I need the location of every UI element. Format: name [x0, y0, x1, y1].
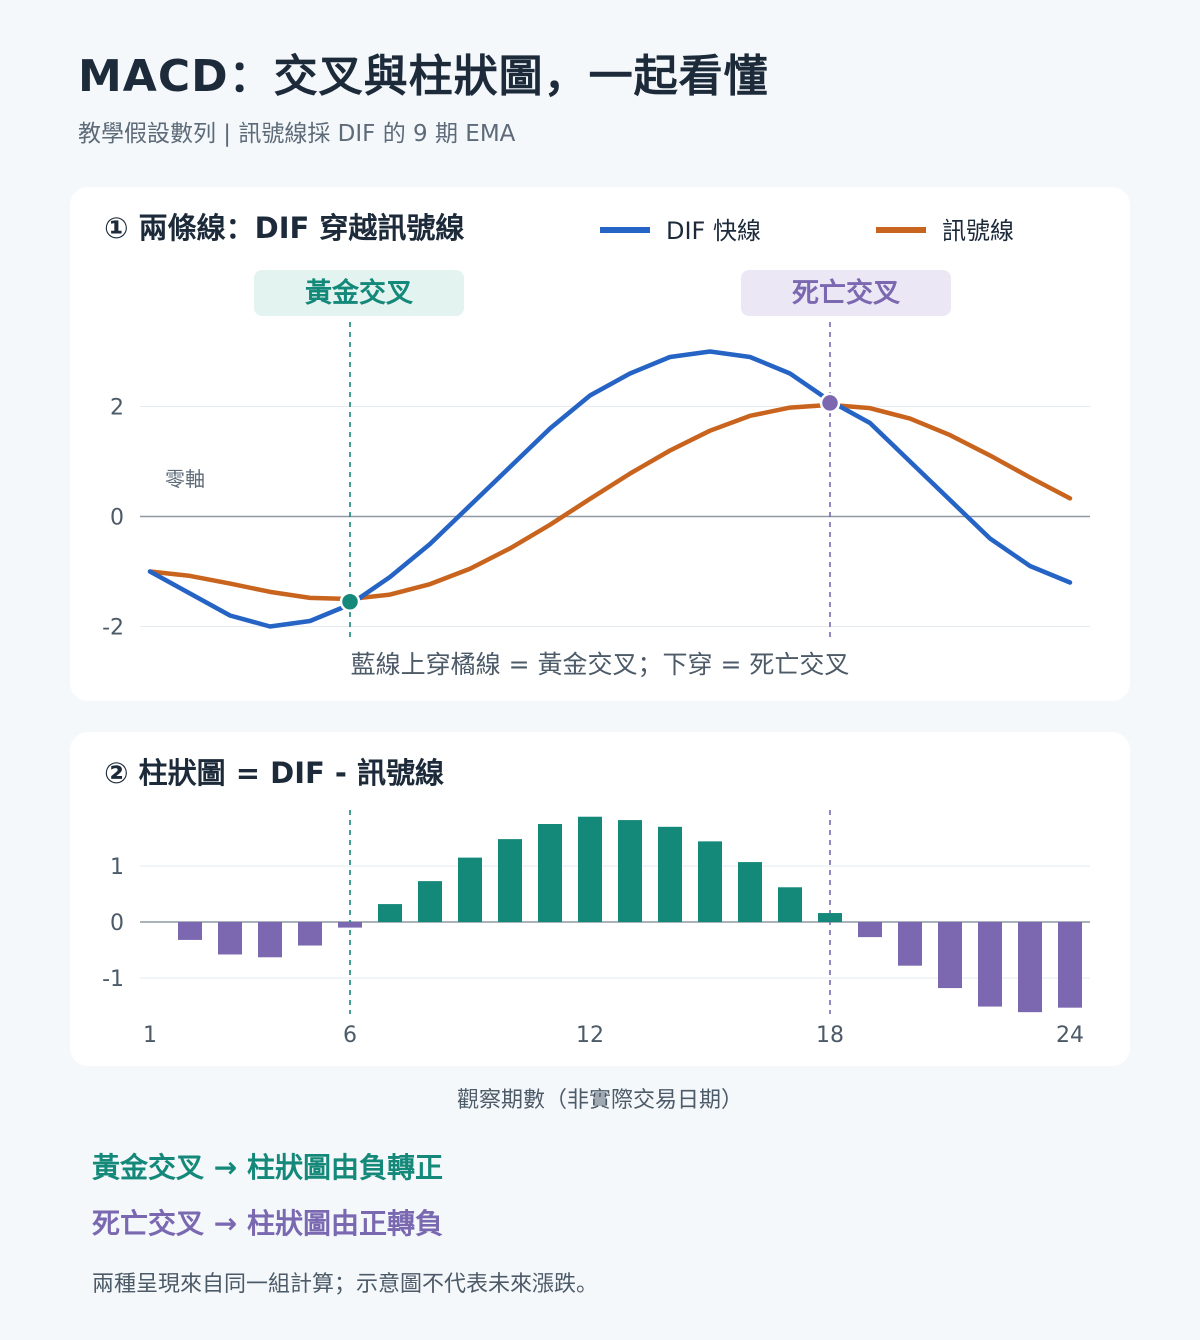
- death-cross-badge: [741, 270, 951, 316]
- histogram-bar: [858, 922, 882, 938]
- panel1-title: ① 兩條線：DIF 穿越訊號線: [104, 211, 464, 245]
- legend-signal-label: 訊號線: [942, 217, 1014, 245]
- signal-line: [147, 402, 1073, 602]
- histogram-bar: [1018, 922, 1042, 1013]
- x-tick-label: 12: [576, 1023, 604, 1048]
- page-subtitle: 教學假設數列 | 訊號線採 DIF 的 9 期 EMA: [78, 121, 516, 147]
- histogram-bar: [658, 826, 682, 922]
- x-tick-label: 6: [343, 1023, 357, 1048]
- golden-cross-point: [339, 591, 361, 612]
- y-tick-label: -2: [102, 616, 124, 641]
- histogram-bar: [698, 841, 722, 922]
- panel2-title: ② 柱狀圖 = DIF - 訊號線: [104, 756, 444, 790]
- histogram-bar: [458, 857, 482, 922]
- dif-signal-panel: [70, 187, 1130, 701]
- panel1-caption: 藍線上穿橘線 = 黃金交叉；下穿 = 死亡交叉: [351, 650, 850, 679]
- zero-axis-label: 零軸: [165, 467, 205, 491]
- x-tick-label: 1: [143, 1023, 157, 1048]
- histogram-bar: [338, 922, 362, 928]
- y-tick-label: -1: [102, 967, 124, 992]
- histogram-bar: [578, 816, 602, 922]
- histogram-bar: [418, 881, 442, 922]
- histogram-bar: [778, 887, 802, 922]
- x-axis-label: 觀察期數（非實際交易日期）: [456, 1088, 743, 1113]
- footnote: 兩種呈現來自同一組計算；示意圖不代表未來漲跌。: [92, 1272, 599, 1297]
- x-tick-label: 24: [1056, 1023, 1084, 1048]
- y-tick-label: 0: [110, 911, 124, 936]
- golden-cross-label: 黃金交叉: [305, 277, 413, 309]
- summary-death-cross: 死亡交叉 → 柱狀圖由正轉負: [92, 1207, 443, 1240]
- histogram-bar: [898, 922, 922, 966]
- y-tick-label: 2: [110, 396, 124, 421]
- histogram-bar: [818, 913, 842, 922]
- histogram-bar: [378, 904, 402, 922]
- y-tick-label: 1: [110, 855, 124, 880]
- histogram-bar: [258, 922, 282, 958]
- histogram-bar: [538, 824, 562, 922]
- histogram-bar: [218, 922, 242, 955]
- histogram-bar: [298, 922, 322, 946]
- dif-line: [147, 349, 1073, 629]
- histogram-bar: [498, 839, 522, 922]
- summary-golden-cross: 黃金交叉 → 柱狀圖由負轉正: [92, 1151, 443, 1184]
- histogram-bar: [938, 922, 962, 989]
- golden-cross-badge: [254, 270, 464, 316]
- histogram-bar: [178, 922, 202, 940]
- legend-dif-label: DIF 快線: [666, 217, 761, 245]
- histogram-bar: [1058, 922, 1082, 1008]
- y-tick-label: 0: [110, 506, 124, 531]
- page-title: MACD：交叉與柱狀圖，一起看懂: [78, 51, 769, 102]
- histogram-bar: [978, 922, 1002, 1007]
- death-cross-label: 死亡交叉: [792, 277, 900, 309]
- death-cross-point: [819, 392, 841, 414]
- histogram-bar: [618, 820, 642, 922]
- x-tick-label: 18: [816, 1023, 844, 1048]
- histogram-bar: [738, 862, 762, 922]
